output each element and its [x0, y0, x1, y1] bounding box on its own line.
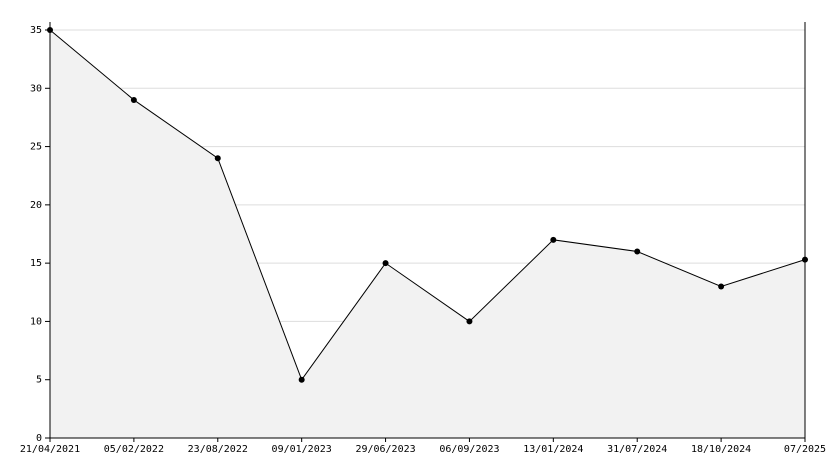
line [49, 29, 806, 381]
x-tick-label: 06/09/2023 [439, 444, 499, 455]
point [130, 96, 137, 103]
x-tick-label: 05/02/2022 [104, 444, 164, 455]
area-fill [50, 30, 805, 438]
point [550, 236, 557, 243]
x-tick-label: 29/06/2023 [355, 444, 415, 455]
x-tick-label: 13/01/2024 [523, 444, 583, 455]
y-tick-label: 25 [30, 142, 42, 153]
point [634, 248, 641, 255]
x-tick-label: 21/04/2021 [20, 444, 80, 455]
y-tick-label: 0 [36, 433, 42, 444]
y-tick-label: 5 [36, 375, 42, 386]
x-tick-label: 23/08/2022 [188, 444, 248, 455]
point [214, 155, 221, 162]
y-tick-label: 30 [30, 83, 42, 94]
x-tick-label: 18/10/2024 [691, 444, 751, 455]
x-tick-label: 09/01/2023 [272, 444, 332, 455]
y-tick-label: 20 [30, 200, 42, 211]
y-tick-label: 15 [30, 258, 42, 269]
point [382, 260, 389, 267]
point [718, 283, 725, 290]
x-tick-label: 07/2025 [784, 444, 826, 455]
point [466, 318, 473, 325]
y-tick-label: 35 [30, 25, 42, 36]
x-tick-label: 31/07/2024 [607, 444, 667, 455]
point [298, 376, 305, 383]
y-tick-label: 10 [30, 316, 42, 327]
